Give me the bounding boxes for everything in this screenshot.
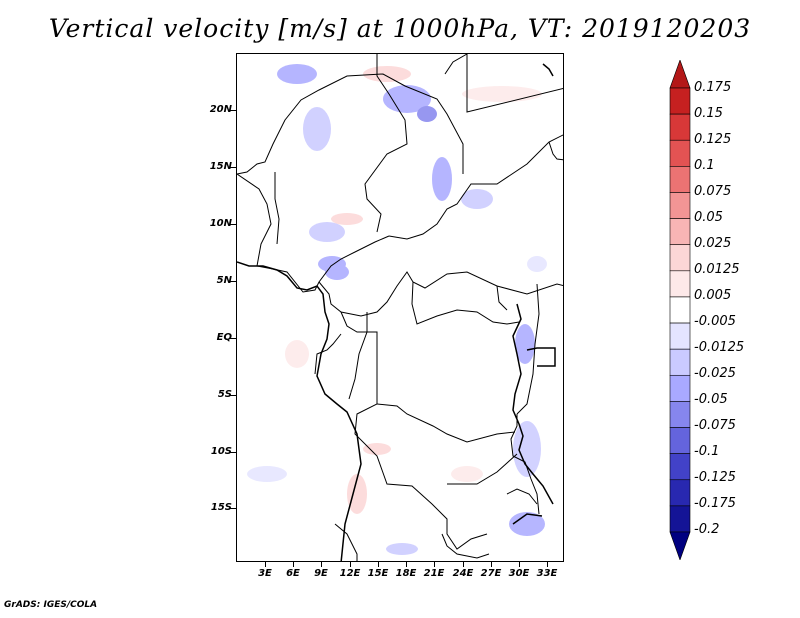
colorbar-bin xyxy=(669,192,691,219)
colorbar-label: 0.0125 xyxy=(694,262,740,277)
colorbar-label: 0.125 xyxy=(694,132,732,147)
colorbar-label: -0.1 xyxy=(694,444,720,459)
colorbar-bin xyxy=(669,113,691,141)
lon-tick-label: 21E xyxy=(423,568,445,579)
colorbar-label: 0.15 xyxy=(694,106,723,121)
lat-tick-mark xyxy=(230,281,236,282)
colorbar-bin xyxy=(669,296,691,324)
colorbar-bin xyxy=(669,322,691,350)
lon-tick-mark xyxy=(293,562,294,567)
lon-tick-mark xyxy=(406,562,407,567)
lon-tick-label: 6E xyxy=(286,568,300,579)
colorbar xyxy=(669,60,691,560)
lon-tick-mark xyxy=(547,562,548,567)
colorbar-label: 0.05 xyxy=(694,210,723,225)
colorbar-bin xyxy=(669,60,691,89)
country-borders xyxy=(237,54,563,561)
lon-tick-mark xyxy=(463,562,464,567)
colorbar-label: -0.005 xyxy=(694,314,736,329)
lat-tick-mark xyxy=(230,395,236,396)
lat-tick-label: 10S xyxy=(210,446,232,457)
chart-title: Vertical velocity [m/s] at 1000hPa, VT: … xyxy=(48,14,752,43)
lon-tick-mark xyxy=(350,562,351,567)
colorbar-label: 0.075 xyxy=(694,184,732,199)
lat-tick-label: 5S xyxy=(217,389,232,400)
lat-tick-mark xyxy=(230,224,236,225)
colorbar-label: -0.175 xyxy=(694,496,736,511)
colorbar-bin xyxy=(669,374,691,402)
colorbar-bin xyxy=(669,479,691,507)
lon-tick-label: 18E xyxy=(395,568,417,579)
lon-tick-label: 33E xyxy=(536,568,558,579)
lat-tick-mark xyxy=(230,338,236,339)
colorbar-bin xyxy=(669,139,691,167)
colorbar-bin xyxy=(669,453,691,481)
lat-tick-label: EQ xyxy=(216,332,232,343)
lat-tick-label: 5N xyxy=(216,275,232,286)
lon-tick-mark xyxy=(378,562,379,567)
lon-tick-label: 9E xyxy=(314,568,328,579)
colorbar-bin xyxy=(669,348,691,376)
colorbar-bin xyxy=(669,531,691,560)
lon-tick-mark xyxy=(265,562,266,567)
colorbar-label: -0.05 xyxy=(694,392,728,407)
velocity-shading xyxy=(247,64,547,555)
colorbar-label: 0.1 xyxy=(694,158,715,173)
colorbar-bin xyxy=(669,166,691,193)
lat-tick-label: 15N xyxy=(209,161,232,172)
lon-tick-mark xyxy=(321,562,322,567)
credit-label: GrADS: IGES/COLA xyxy=(4,600,98,610)
colorbar-bin xyxy=(669,401,691,428)
colorbar-label: -0.025 xyxy=(694,366,736,381)
lon-tick-label: 24E xyxy=(452,568,474,579)
map-canvas xyxy=(237,54,563,561)
colorbar-bin xyxy=(669,218,691,246)
colorbar-bin xyxy=(669,270,691,298)
coastline-and-lakes xyxy=(237,63,556,561)
colorbar-bin xyxy=(669,427,691,454)
lon-tick-label: 15E xyxy=(367,568,389,579)
lat-tick-mark xyxy=(230,508,236,509)
colorbar-label: -0.2 xyxy=(694,522,720,537)
lat-tick-mark xyxy=(230,167,236,168)
lon-tick-mark xyxy=(434,562,435,567)
lat-tick-mark xyxy=(230,452,236,453)
lat-tick-label: 15S xyxy=(210,502,232,513)
colorbar-label: 0.175 xyxy=(694,80,732,95)
colorbar-label: -0.075 xyxy=(694,418,736,433)
colorbar-bin xyxy=(669,244,691,272)
lon-tick-label: 3E xyxy=(258,568,272,579)
lat-tick-label: 20N xyxy=(209,104,232,115)
lon-tick-label: 27E xyxy=(480,568,502,579)
lat-tick-mark xyxy=(230,110,236,111)
colorbar-bin xyxy=(669,505,691,533)
lon-tick-label: 30E xyxy=(508,568,530,579)
colorbar-label: 0.025 xyxy=(694,236,732,251)
colorbar-label: 0.005 xyxy=(694,288,732,303)
colorbar-label: -0.0125 xyxy=(694,340,745,355)
lon-tick-label: 12E xyxy=(339,568,361,579)
lat-tick-label: 10N xyxy=(209,218,232,229)
lon-tick-mark xyxy=(519,562,520,567)
lon-tick-mark xyxy=(491,562,492,567)
colorbar-label: -0.125 xyxy=(694,470,736,485)
colorbar-bin xyxy=(669,87,691,115)
map-panel xyxy=(236,53,564,562)
